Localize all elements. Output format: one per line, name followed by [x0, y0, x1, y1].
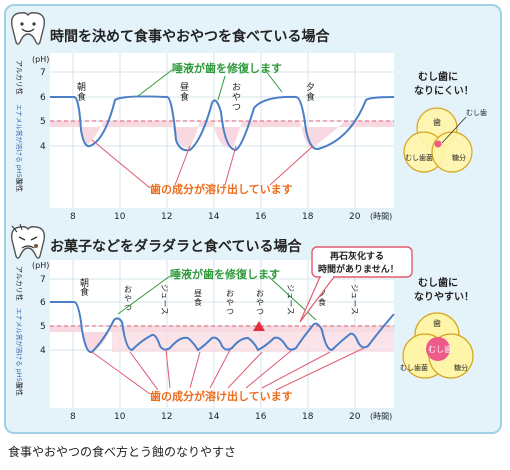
bottom-y-tick: 7 [40, 275, 46, 285]
bottom-x-tick: 12 [161, 412, 172, 422]
top-dissolve-caption: 歯の成分が溶け出しています [150, 182, 293, 196]
top-dissolution-area [50, 121, 394, 149]
top-venn-title-1: むし歯に [418, 70, 458, 83]
bottom-time-unit: (時間) [370, 412, 392, 421]
bottom-dissolve-caption: 歯の成分が溶け出しています [150, 389, 293, 403]
bottom-y-tick: 4 [40, 346, 46, 356]
top-acidic-label: 酸性 [15, 178, 24, 192]
top-saliva-caption: 唾液が歯を修復します [172, 61, 282, 75]
bottom-meal-label: おやつ [226, 289, 234, 316]
figure-caption: 食事やおやつの食べ方とう蝕のなりやすさ [8, 445, 237, 459]
top-critical-label: エナメル質が溶ける pH5.5 [15, 104, 24, 184]
top-x-tick: 16 [255, 212, 267, 222]
top-y-tick: 6 [40, 93, 46, 103]
bottom-critical-label: エナメル質が溶ける pH5.5 [15, 308, 24, 388]
top-ph-unit: (pH) [32, 55, 49, 64]
callout-text-2: 時間がありません！ [318, 263, 399, 275]
bottom-meal-label: おやつ [124, 285, 132, 312]
bottom-venn-label-bacteria: むし歯菌 [400, 363, 428, 372]
bottom-venn-label-tooth: 歯 [433, 318, 441, 328]
top-meal-label: おやつ [232, 82, 241, 113]
warning-triangle-icon [253, 321, 265, 331]
top-y-tick: 7 [40, 68, 46, 78]
bottom-meal-label: ジュース [350, 284, 359, 315]
top-meal-label: 夕食 [306, 81, 315, 103]
top-y-tick: 4 [40, 142, 46, 152]
top-time-unit: (時間) [370, 212, 392, 221]
top-venn-title-2: なりにくい！ [414, 85, 474, 97]
bottom-ph-curve [50, 301, 395, 354]
bottom-y-tick: 6 [40, 298, 46, 308]
bottom-acidic-label: 酸性 [15, 382, 24, 396]
callout-text-1: 再石灰化する [330, 250, 384, 262]
bottom-venn-title-1: むし歯に [418, 276, 458, 289]
bottom-meal-label: ジュース [286, 284, 295, 315]
top-title: 時間を決めて食事やおやつを食べている場合 [50, 28, 330, 45]
bottom-meal-label: 昼食 [194, 289, 202, 307]
bottom-x-tick: 18 [302, 412, 314, 422]
top-meal-label: 昼食 [180, 82, 189, 103]
bottom-x-tick: 16 [255, 412, 267, 422]
top-venn-label-caries: むし歯 [466, 108, 487, 117]
bottom-x-tick: 20 [349, 412, 361, 422]
bottom-venn-label-sugar: 糖分 [454, 363, 468, 372]
top-ph-curve [50, 95, 395, 152]
top-venn-label-tooth: 歯 [433, 117, 441, 127]
bottom-alkaline-label: アルカリ性 [15, 266, 24, 301]
top-meal-label: 朝食 [77, 82, 86, 103]
top-alkaline-label: アルカリ性 [15, 60, 24, 95]
no-remineralization-callout [299, 246, 413, 323]
top-x-tick: 18 [302, 212, 314, 222]
bottom-meal-label: 朝食 [80, 278, 89, 298]
bottom-venn-label-caries: むし歯 [428, 344, 452, 354]
top-venn-diagram [403, 107, 473, 173]
top-y-tick: 5 [40, 117, 46, 127]
bottom-title: お菓子などをダラダラと食べている場合 [50, 238, 302, 255]
bottom-x-tick: 8 [70, 412, 76, 422]
tooth-happy-icon [10, 12, 46, 45]
top-venn-label-sugar: 糖分 [452, 153, 466, 162]
top-x-tick: 10 [114, 212, 126, 222]
bottom-y-tick: 5 [40, 322, 46, 332]
top-x-tick: 12 [161, 212, 172, 222]
bottom-saliva-caption: 唾液が歯を修復します [170, 267, 280, 281]
bottom-meal-label: ジュース [160, 284, 169, 315]
top-x-tick: 8 [70, 212, 76, 222]
tooth-sad-icon [10, 223, 46, 259]
top-x-tick: 20 [349, 212, 361, 222]
top-venn-label-bacteria: むし歯菌 [405, 153, 433, 162]
bottom-x-tick: 10 [114, 412, 126, 422]
bottom-x-tick: 14 [208, 412, 220, 422]
bottom-venn-title-2: なりやすい！ [414, 291, 474, 303]
bottom-venn-diagram [402, 312, 474, 379]
top-x-tick: 14 [208, 212, 220, 222]
bottom-meal-label: おやつ [256, 289, 264, 316]
bottom-ph-unit: (pH) [32, 261, 49, 270]
